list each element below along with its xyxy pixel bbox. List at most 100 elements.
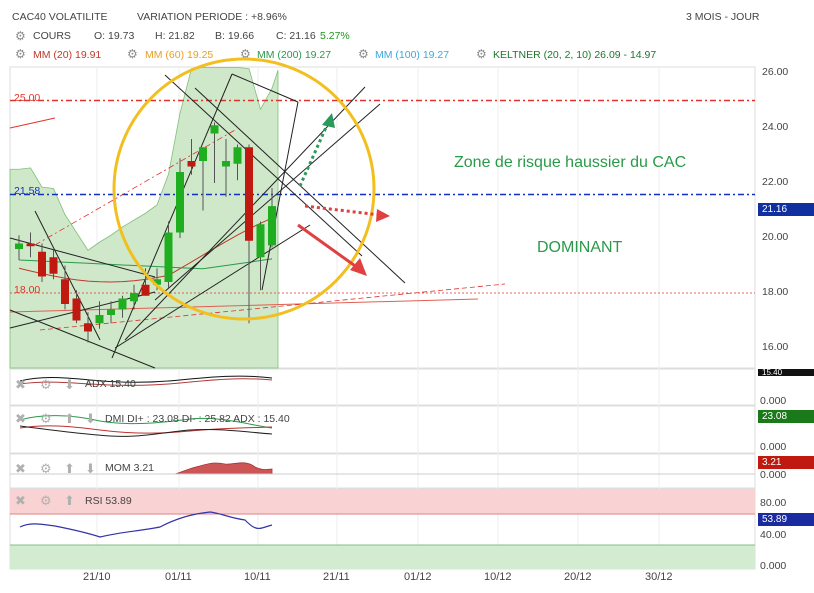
rsi-overbought-zone: [10, 489, 755, 514]
x-tick-label: 01/12: [404, 571, 432, 583]
candle-body: [38, 251, 46, 277]
rsi-oversold-zone: [10, 545, 755, 569]
legend-mm60: MM (60) 19.25: [145, 49, 214, 61]
candle-body: [49, 257, 58, 274]
di-plus-line: [19, 415, 273, 429]
candle-body: [61, 279, 69, 304]
candle-body: [245, 147, 253, 241]
legend-cours: COURS: [33, 30, 71, 42]
close-icon[interactable]: ✖: [15, 493, 26, 508]
gear-icon[interactable]: ⚙: [127, 47, 138, 61]
candle-body: [72, 298, 81, 321]
legend-mm100: MM (100) 19.27: [375, 49, 450, 61]
adx-zero: 0.000: [760, 395, 787, 407]
rsi-label: RSI 53.89: [85, 495, 132, 507]
x-tick-label: 20/12: [564, 571, 592, 583]
adx-line-2: [19, 378, 273, 386]
gear-icon[interactable]: ⚙: [15, 47, 26, 61]
rsi-80-tick: 80.00: [760, 497, 787, 509]
zone-annotation: Zone de risque haussier du CAC: [454, 154, 686, 171]
legend-mm20: MM (20) 19.91: [33, 49, 102, 61]
mom-tag: 3.21: [758, 456, 814, 469]
period-label[interactable]: 3 MOIS - JOUR: [686, 11, 760, 23]
x-tick-label: 21/11: [323, 571, 350, 583]
y-tick-label: 18.00: [762, 286, 789, 298]
candle-body: [233, 147, 242, 164]
arrow-red-right: [304, 204, 390, 222]
legend-close: C: 21.16: [276, 30, 316, 42]
level-18-text: 18.00: [14, 284, 40, 296]
close-icon[interactable]: ✖: [15, 411, 26, 426]
dmi-zero: 0.000: [760, 441, 787, 453]
y-tick-label: 16.00: [762, 341, 789, 353]
dmi-label: DMI DI+ : 23.08 DI- : 25.82 ADX : 15.40: [105, 413, 290, 425]
di-minus-line: [19, 425, 273, 434]
candle-body: [222, 161, 230, 167]
x-tick-label: 01/11: [165, 571, 192, 583]
arrow-up-icon[interactable]: ⬆: [64, 461, 75, 476]
candle-body: [26, 243, 35, 247]
trend-projection-line: [39, 283, 506, 331]
gear-icon[interactable]: ⚙: [40, 411, 52, 426]
legend-open: O: 19.73: [94, 30, 135, 42]
adx-label: ADX 15.40: [85, 378, 136, 390]
candles-group: [15, 122, 276, 343]
gear-icon[interactable]: ⚙: [15, 29, 26, 43]
adx-line: [19, 375, 273, 383]
dominant-annotation: DOMINANT: [537, 239, 623, 256]
momentum-area: [174, 462, 273, 475]
mm60-projection-line: [9, 298, 479, 313]
candle-body: [164, 232, 173, 282]
candle-body: [15, 243, 23, 249]
adx-tag: 15.40: [758, 369, 814, 376]
candle-body: [130, 293, 138, 302]
candle-body: [199, 147, 207, 161]
candle-body: [176, 172, 184, 233]
candle-body: [268, 206, 276, 246]
y-tick-label: 26.00: [762, 66, 789, 78]
chart-title: CAC40 VOLATILITE: [12, 11, 108, 23]
arrow-up-icon[interactable]: ⬆: [64, 411, 75, 426]
arrow-up-icon[interactable]: ⬆: [64, 493, 75, 508]
legend-high: H: 21.82: [155, 30, 195, 42]
arrow-down-icon[interactable]: ⬇: [64, 377, 75, 392]
arrow-down-icon[interactable]: ⬇: [85, 461, 96, 476]
adx-panel-frame: [9, 368, 756, 406]
close-icon[interactable]: ✖: [15, 461, 26, 476]
mom-zero: 0.000: [760, 469, 787, 481]
candle-body: [141, 284, 150, 296]
gear-icon[interactable]: ⚙: [240, 47, 251, 61]
close-icon[interactable]: ✖: [15, 377, 26, 392]
y-tick-label: 20.00: [762, 231, 789, 243]
risk-zone-circle: [112, 57, 376, 321]
level-25-text: 25.00: [14, 92, 40, 104]
candle-body: [95, 315, 104, 324]
mom-panel-frame: [9, 453, 756, 489]
dmi-tag: 23.08: [758, 410, 814, 423]
x-tick-label: 21/10: [83, 571, 111, 583]
y-tick-label: 24.00: [762, 121, 789, 133]
rsi-40-tick: 40.00: [760, 529, 787, 541]
arrow-red-down: [297, 223, 367, 276]
gear-icon[interactable]: ⚙: [40, 461, 52, 476]
gear-icon[interactable]: ⚙: [358, 47, 369, 61]
keltner-band: [9, 67, 279, 369]
candle-body: [118, 298, 127, 310]
legend-keltner: KELTNER (20, 2, 10) 26.09 - 14.97: [493, 49, 657, 61]
gear-icon[interactable]: ⚙: [40, 493, 52, 508]
gear-icon[interactable]: ⚙: [40, 377, 52, 392]
arrow-down-icon[interactable]: ⬇: [85, 411, 96, 426]
legend-change: 5.27%: [320, 30, 350, 42]
candle-body: [84, 323, 92, 332]
dmi-panel-frame: [9, 405, 756, 454]
candle-body: [153, 279, 161, 285]
candle-body: [187, 161, 196, 167]
x-tick-label: 30/12: [645, 571, 673, 583]
trend-lines: [9, 73, 406, 369]
rsi-line: [19, 511, 273, 538]
gear-icon[interactable]: ⚙: [476, 47, 487, 61]
candle-body: [256, 224, 265, 258]
mom-label: MOM 3.21: [105, 462, 155, 474]
legend-low: B: 19.66: [215, 30, 255, 42]
